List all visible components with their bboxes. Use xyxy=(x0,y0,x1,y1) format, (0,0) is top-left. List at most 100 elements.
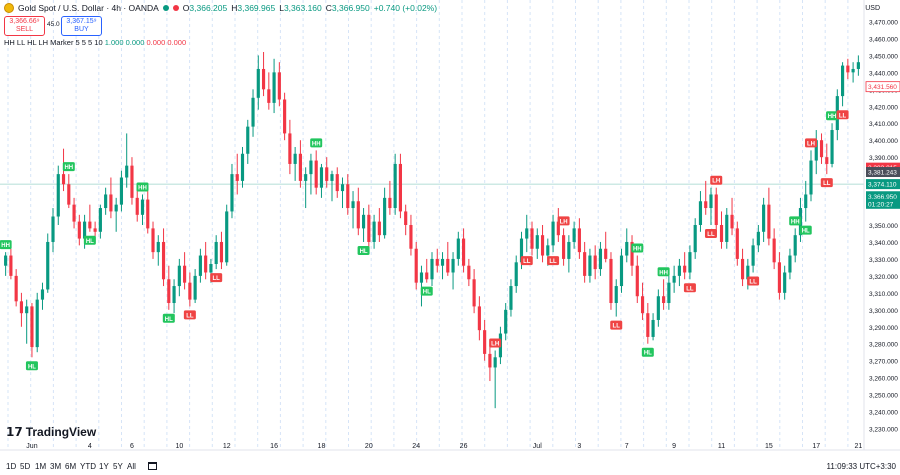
candle-body xyxy=(777,262,781,293)
x-tick-label: 3 xyxy=(577,443,581,450)
x-tick-label: 7 xyxy=(625,443,629,450)
tradingview-logo[interactable]: 𝟭𝟳 TradingView xyxy=(6,425,96,439)
marker-ll-badge xyxy=(747,276,760,286)
tradingview-wordmark: TradingView xyxy=(25,425,97,439)
candle-body xyxy=(593,255,597,270)
marker-hl-badge xyxy=(83,235,96,245)
candle-body xyxy=(451,258,455,273)
candle-body xyxy=(814,140,818,161)
candle-body xyxy=(856,62,860,69)
candle-body xyxy=(104,194,108,209)
marker-ll-badge xyxy=(836,110,849,120)
sell-button[interactable]: 3,366.66⁹ SELL xyxy=(4,16,45,36)
y-tick-label: 3,460.000 xyxy=(869,36,898,43)
y-tick-label: 3,260.000 xyxy=(869,376,898,383)
candle-body xyxy=(635,265,639,297)
timeframe-6m[interactable]: 6M xyxy=(65,462,77,471)
marker-hh-label: HH xyxy=(633,247,642,253)
marker-ll-badge xyxy=(820,178,833,188)
x-tick-label: 20 xyxy=(365,443,373,450)
clock-timezone[interactable]: 11:09:33 UTC+3:30 xyxy=(826,462,896,471)
marker-hh-label: HH xyxy=(791,219,800,225)
marker-hh-badge xyxy=(0,240,12,250)
marker-lh-label: LH xyxy=(712,179,720,185)
candle-body xyxy=(130,165,134,198)
candle-body xyxy=(740,258,745,280)
marker-hh-label: HH xyxy=(659,270,668,276)
symbol-title[interactable]: Gold Spot / U.S. Dollar · 4h · OANDA xyxy=(18,3,159,13)
indicator-value-4: 0.000 xyxy=(167,38,187,47)
candle-body xyxy=(367,214,371,242)
candle-body xyxy=(246,126,250,154)
marker-ll-label: LL xyxy=(186,313,194,319)
candle-body xyxy=(388,197,392,209)
candle-body xyxy=(430,258,434,280)
buy-price: 3,367.15⁹ xyxy=(66,18,97,25)
x-tick-label: 17 xyxy=(812,443,820,450)
candle-body xyxy=(151,228,155,253)
buy-button[interactable]: 3,367.15⁹ BUY xyxy=(61,16,102,36)
marker-ll-label: LL xyxy=(213,276,221,282)
ohlc-open-value: 3,366.205 xyxy=(189,3,228,13)
candle-body xyxy=(330,174,334,181)
y-tick-label: 3,320.000 xyxy=(869,274,898,281)
candle-body xyxy=(646,313,650,337)
ohlc-low-key: L xyxy=(279,3,284,13)
ohlc-close-value: 3,366.950 xyxy=(331,3,370,13)
candle-body xyxy=(504,309,508,334)
candle-body xyxy=(61,174,66,185)
candle-body xyxy=(530,228,534,249)
calendar-icon[interactable] xyxy=(148,462,157,470)
y-tick-label: 3,390.000 xyxy=(869,155,898,162)
ohlc-low-value: 3,363.160 xyxy=(283,3,322,13)
marker-hl-badge xyxy=(420,286,433,296)
timeframe-all[interactable]: All xyxy=(127,462,136,471)
ohlc-open-key: O xyxy=(182,3,190,13)
candle-body xyxy=(409,225,413,249)
candle-body xyxy=(693,225,697,253)
marker-hh-badge xyxy=(136,182,149,192)
timeframe-ytd[interactable]: YTD xyxy=(80,462,96,471)
timeframe-1m[interactable]: 1M xyxy=(35,462,47,471)
candle-body xyxy=(625,241,629,256)
currency-label[interactable]: USD xyxy=(865,5,880,12)
marker-hl-label: HL xyxy=(802,229,810,235)
y-tick-label: 3,280.000 xyxy=(869,342,898,349)
timeframe-3m[interactable]: 3M xyxy=(50,462,62,471)
marker-hl-badge xyxy=(641,347,654,357)
timeframe-1y[interactable]: 1Y xyxy=(99,462,109,471)
candle-body xyxy=(298,153,302,181)
candle-body xyxy=(98,208,102,232)
timeframe-1d[interactable]: 1D xyxy=(6,462,17,471)
candle-body xyxy=(256,68,260,98)
marker-hh-label: HH xyxy=(138,185,147,191)
candle-body xyxy=(356,201,360,229)
candle-body xyxy=(556,221,560,236)
timeframe-5y[interactable]: 5Y xyxy=(113,462,123,471)
candle-body xyxy=(9,255,13,276)
candle-body xyxy=(77,221,81,239)
candle-body xyxy=(519,238,524,263)
candle-body xyxy=(567,241,571,259)
candle-body xyxy=(751,245,755,266)
marker-ll-label: LL xyxy=(749,279,757,285)
candle-body xyxy=(272,72,276,103)
candle-body xyxy=(630,241,634,266)
x-tick-label: 15 xyxy=(765,443,773,450)
candle-body xyxy=(440,258,445,266)
candle-body xyxy=(214,241,218,265)
marker-ll-badge xyxy=(547,256,560,266)
marker-ll-label: LL xyxy=(707,232,715,238)
candle-body xyxy=(30,306,34,348)
timeframe-5d[interactable]: 5D xyxy=(20,462,31,471)
gold-icon xyxy=(4,3,14,13)
marker-hl-label: HL xyxy=(644,351,652,357)
indicator-legend[interactable]: HH LL HL LH Marker 5 5 5 10 1.000 0.000 … xyxy=(4,38,186,47)
marker-hh-badge xyxy=(310,138,323,148)
candle-body xyxy=(688,252,692,273)
candle-body xyxy=(425,272,429,280)
marker-ll-label: LL xyxy=(839,113,847,119)
ohlc-close-key: C xyxy=(325,3,332,13)
